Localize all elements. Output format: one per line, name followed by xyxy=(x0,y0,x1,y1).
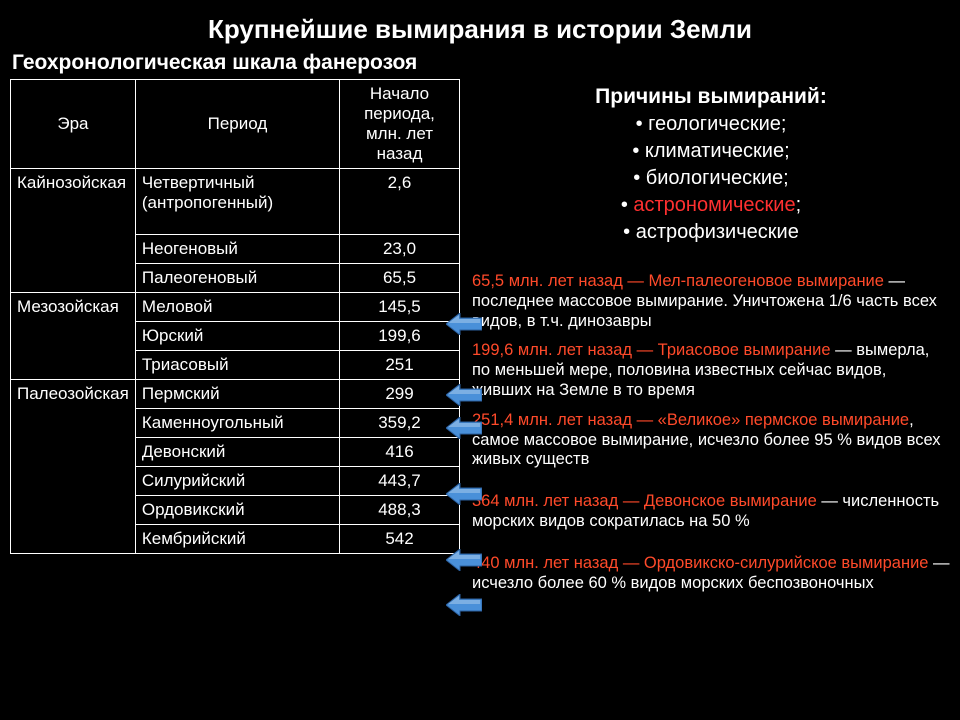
period-cell: Силурийский xyxy=(135,467,339,496)
causes-list: • геологические;• климатические;• биолог… xyxy=(472,111,950,246)
main-title: Крупнейшие вымирания в истории Земли xyxy=(0,0,960,45)
start-cell: 443,7 xyxy=(340,467,460,496)
period-cell: Ордовикский xyxy=(135,496,339,525)
period-cell: Четвертичный (антропогенный) xyxy=(135,169,339,235)
start-cell: 65,5 xyxy=(340,264,460,293)
table-row: МезозойскаяМеловой145,5 xyxy=(11,293,460,322)
table-row: ПалеозойскаяПермский299 xyxy=(11,380,460,409)
event-item: 251,4 млн. лет назад — «Великое» пермско… xyxy=(472,411,950,470)
cause-item: • биологические; xyxy=(472,165,950,192)
period-cell: Девонский xyxy=(135,438,339,467)
era-cell: Палеозойская xyxy=(11,380,136,554)
col-start: Начало периода, млн. лет назад xyxy=(340,80,460,169)
start-cell: 2,6 xyxy=(340,169,460,235)
event-item: 65,5 млн. лет назад — Мел-палеогеновое в… xyxy=(472,272,950,331)
start-cell: 359,2 xyxy=(340,409,460,438)
event-item: 364 млн. лет назад — Девонское вымирание… xyxy=(472,492,950,532)
period-cell: Неогеновый xyxy=(135,235,339,264)
arrow-left-icon xyxy=(446,313,482,335)
start-cell: 199,6 xyxy=(340,322,460,351)
start-cell: 299 xyxy=(340,380,460,409)
subtitle: Геохронологическая шкала фанерозоя xyxy=(0,45,960,79)
arrow-left-icon xyxy=(446,483,482,505)
table-header-row: Эра Период Начало периода, млн. лет наза… xyxy=(11,80,460,169)
era-cell: Кайнозойская xyxy=(11,169,136,293)
period-cell: Триасовый xyxy=(135,351,339,380)
cause-item: • астрофизические xyxy=(472,219,950,246)
col-period: Период xyxy=(135,80,339,169)
period-cell: Каменноугольный xyxy=(135,409,339,438)
col-era: Эра xyxy=(11,80,136,169)
arrow-left-icon xyxy=(446,594,482,616)
geo-table: Эра Период Начало периода, млн. лет наза… xyxy=(10,79,460,554)
cause-item: • климатические; xyxy=(472,138,950,165)
start-cell: 145,5 xyxy=(340,293,460,322)
arrow-left-icon xyxy=(446,417,482,439)
right-column: Причины вымираний: • геологические;• кли… xyxy=(468,79,950,603)
left-column: Эра Период Начало периода, млн. лет наза… xyxy=(10,79,460,603)
event-item: 440 млн. лет назад — Ордовикско-силурийс… xyxy=(472,554,950,594)
start-cell: 542 xyxy=(340,525,460,554)
start-cell: 251 xyxy=(340,351,460,380)
cause-item: • астрономические; xyxy=(472,192,950,219)
start-cell: 488,3 xyxy=(340,496,460,525)
arrow-left-icon xyxy=(446,549,482,571)
cause-item: • геологические; xyxy=(472,111,950,138)
events-list: 65,5 млн. лет назад — Мел-палеогеновое в… xyxy=(472,272,950,593)
period-cell: Палеогеновый xyxy=(135,264,339,293)
event-item: 199,6 млн. лет назад — Триасовое вымиран… xyxy=(472,341,950,400)
table-row: КайнозойскаяЧетвертичный (антропогенный)… xyxy=(11,169,460,235)
layout: Эра Период Начало периода, млн. лет наза… xyxy=(0,79,960,603)
period-cell: Кембрийский xyxy=(135,525,339,554)
start-cell: 23,0 xyxy=(340,235,460,264)
era-cell: Мезозойская xyxy=(11,293,136,380)
period-cell: Меловой xyxy=(135,293,339,322)
start-cell: 416 xyxy=(340,438,460,467)
causes-title: Причины вымираний: xyxy=(472,85,950,109)
arrow-left-icon xyxy=(446,384,482,406)
period-cell: Юрский xyxy=(135,322,339,351)
period-cell: Пермский xyxy=(135,380,339,409)
